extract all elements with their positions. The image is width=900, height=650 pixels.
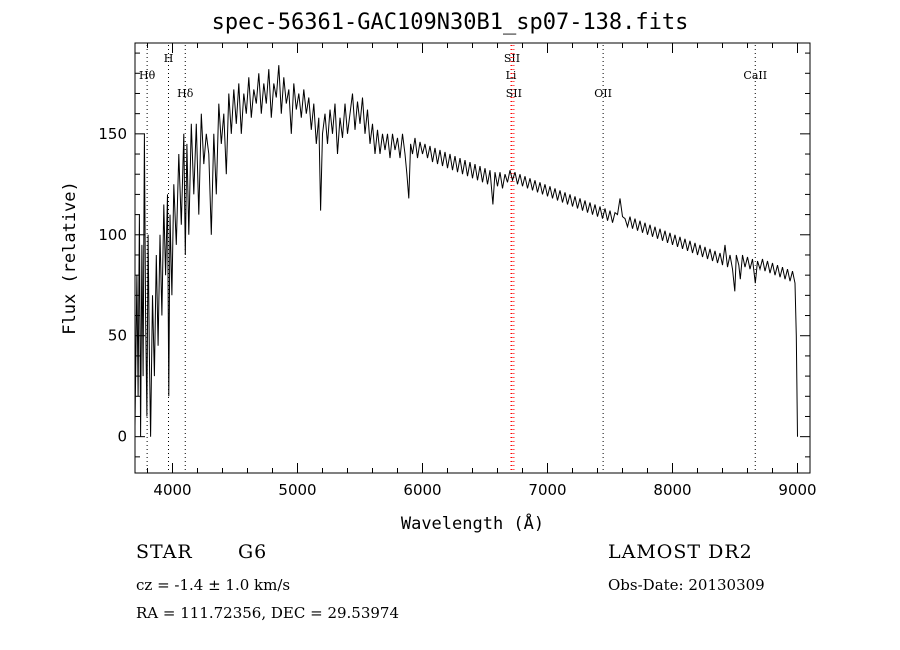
y-axis-label: Flux (relative)	[60, 181, 80, 335]
line-marker-label: Hδ	[177, 87, 194, 100]
x-tick-label: 9000	[778, 481, 816, 499]
line-marker-label: OII	[594, 87, 612, 100]
coordinates-label: RA = 111.72356, DEC = 29.53974	[136, 604, 400, 622]
line-marker-label: SII	[504, 52, 520, 65]
x-tick-label: 7000	[528, 481, 566, 499]
x-tick-label: 4000	[153, 481, 191, 499]
survey-label: LAMOST DR2	[608, 541, 753, 563]
x-tick-label: 5000	[278, 481, 316, 499]
x-tick-label: 8000	[653, 481, 691, 499]
spectral-subclass-label: G6	[238, 541, 268, 563]
y-tick-label: 100	[98, 226, 127, 244]
object-type-label: STAR	[136, 541, 193, 563]
chart-title: spec-56361-GAC109N30B1_sp07-138.fits	[211, 10, 689, 35]
x-axis-label: Wavelength (Å)	[401, 512, 544, 534]
line-marker-label: CaII	[743, 69, 767, 82]
obs-date-label: Obs-Date: 20130309	[608, 576, 765, 594]
y-tick-label: 50	[108, 327, 127, 345]
spectrum-line	[134, 65, 798, 437]
line-marker-label: Li	[506, 69, 517, 82]
plot-frame	[134, 42, 811, 474]
y-tick-label: 150	[98, 125, 127, 143]
line-marker-label: H	[164, 52, 174, 65]
x-tick-label: 6000	[403, 481, 441, 499]
redshift-label: cz = -1.4 ± 1.0 km/s	[136, 576, 291, 594]
y-tick-label: 0	[117, 428, 127, 446]
line-marker-label: SII	[506, 87, 522, 100]
line-marker-label: Hθ	[139, 69, 156, 82]
